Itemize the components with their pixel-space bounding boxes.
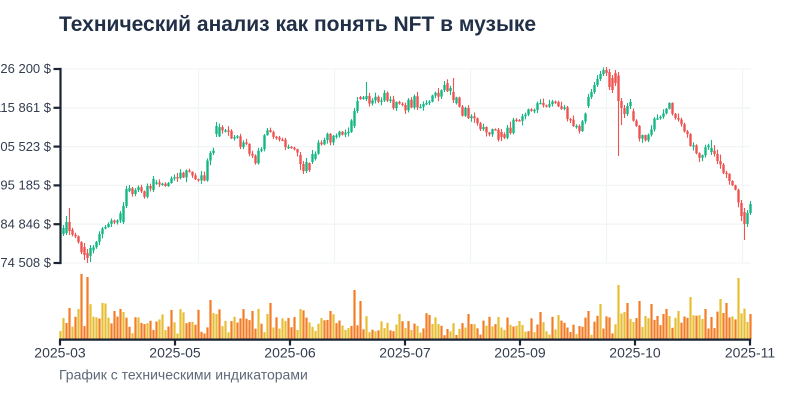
svg-text:126 200 $: 126 200 $ bbox=[0, 61, 52, 76]
svg-text:2025-07: 2025-07 bbox=[379, 345, 431, 361]
svg-text:2025-09: 2025-09 bbox=[494, 345, 546, 361]
svg-text:Технический анализ как понять: Технический анализ как понять NFT в музы… bbox=[59, 13, 536, 36]
svg-text:2025-06: 2025-06 bbox=[264, 345, 316, 361]
svg-text:105 523 $: 105 523 $ bbox=[0, 139, 52, 154]
svg-text:84 846 $: 84 846 $ bbox=[0, 216, 51, 231]
svg-text:95 185 $: 95 185 $ bbox=[0, 178, 51, 193]
svg-text:График с техническими индикато: График с техническими индикаторами bbox=[59, 367, 308, 383]
svg-text:115 861 $: 115 861 $ bbox=[0, 100, 52, 115]
svg-text:2025-05: 2025-05 bbox=[149, 345, 201, 361]
svg-text:2025-03: 2025-03 bbox=[34, 345, 86, 361]
svg-text:2025-11: 2025-11 bbox=[725, 345, 776, 361]
svg-text:74 508 $: 74 508 $ bbox=[0, 255, 51, 270]
svg-text:2025-10: 2025-10 bbox=[609, 345, 661, 361]
